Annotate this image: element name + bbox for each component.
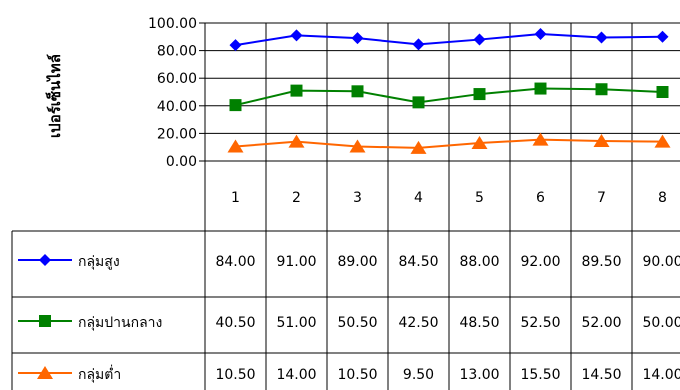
data-table-value: 10.50	[215, 367, 255, 383]
category-label: 2	[292, 190, 301, 206]
y-tick-label: 60.00	[157, 71, 197, 87]
data-table-value: 50.50	[337, 315, 377, 331]
triangle-marker	[532, 132, 549, 146]
square-marker	[656, 86, 669, 98]
square-marker	[39, 315, 51, 327]
data-table-value: 14.50	[581, 367, 621, 383]
data-table-value: 92.00	[520, 254, 560, 270]
data-table-value: 90.00	[642, 254, 680, 270]
series-line	[235, 87, 663, 107]
category-label: 6	[536, 190, 545, 206]
diamond-marker	[39, 254, 51, 266]
category-label: 4	[414, 190, 423, 206]
y-tick-label: 40.00	[157, 99, 197, 115]
data-table-value: 15.50	[520, 367, 560, 383]
data-table-value: 91.00	[276, 254, 316, 270]
triangle-marker	[654, 134, 671, 148]
data-table-value: 14.00	[276, 367, 316, 383]
triangle-marker	[410, 140, 427, 154]
data-table-value: 50.00	[642, 315, 680, 331]
category-label: 5	[475, 190, 484, 206]
y-tick-label: 0.00	[166, 154, 197, 170]
category-label: 3	[353, 190, 362, 206]
square-marker	[412, 96, 425, 109]
data-table-value: 89.50	[581, 254, 621, 270]
data-table-value: 84.50	[398, 254, 438, 270]
diamond-marker	[473, 33, 486, 46]
series-line	[235, 138, 663, 149]
triangle-marker	[227, 139, 244, 153]
data-table-value: 88.00	[459, 254, 499, 270]
square-marker	[351, 85, 364, 98]
data-table-value: 9.50	[403, 367, 434, 383]
square-marker	[473, 88, 486, 101]
diamond-marker	[534, 28, 547, 41]
triangle-marker	[288, 134, 305, 148]
diamond-marker	[351, 32, 364, 45]
category-label: 1	[231, 190, 240, 206]
data-table-value: 52.50	[520, 315, 560, 331]
data-table-value: 14.00	[642, 367, 680, 383]
y-tick-label: 100.00	[148, 16, 197, 32]
data-table-value: 51.00	[276, 315, 316, 331]
square-marker	[595, 83, 608, 96]
diamond-marker	[595, 31, 608, 44]
legend-label: กลุ่มต่ำ	[78, 365, 121, 383]
diamond-marker	[229, 39, 242, 52]
category-label: 7	[597, 190, 606, 206]
square-marker	[290, 84, 303, 97]
data-table-value: 84.00	[215, 254, 255, 270]
diamond-marker	[412, 38, 425, 51]
square-marker	[229, 99, 242, 112]
data-table-value: 40.50	[215, 315, 255, 331]
square-marker	[534, 82, 547, 95]
data-table-value: 48.50	[459, 315, 499, 331]
diamond-marker	[656, 30, 669, 43]
triangle-marker	[593, 133, 610, 147]
legend-label: กลุ่มปานกลาง	[78, 315, 162, 331]
data-table-value: 42.50	[398, 315, 438, 331]
y-tick-label: 80.00	[157, 44, 197, 60]
diamond-marker	[290, 29, 303, 42]
series-line	[235, 33, 663, 47]
category-label: 8	[658, 190, 667, 206]
triangle-marker	[471, 136, 488, 150]
triangle-marker	[37, 366, 53, 379]
data-table-value: 13.00	[459, 367, 499, 383]
data-table-value: 52.00	[581, 315, 621, 331]
data-table-value: 89.00	[337, 254, 377, 270]
y-tick-label: 20.00	[157, 126, 197, 142]
data-table-value: 10.50	[337, 367, 377, 383]
triangle-marker	[349, 139, 366, 153]
legend-label: กลุ่มสูง	[78, 254, 120, 270]
